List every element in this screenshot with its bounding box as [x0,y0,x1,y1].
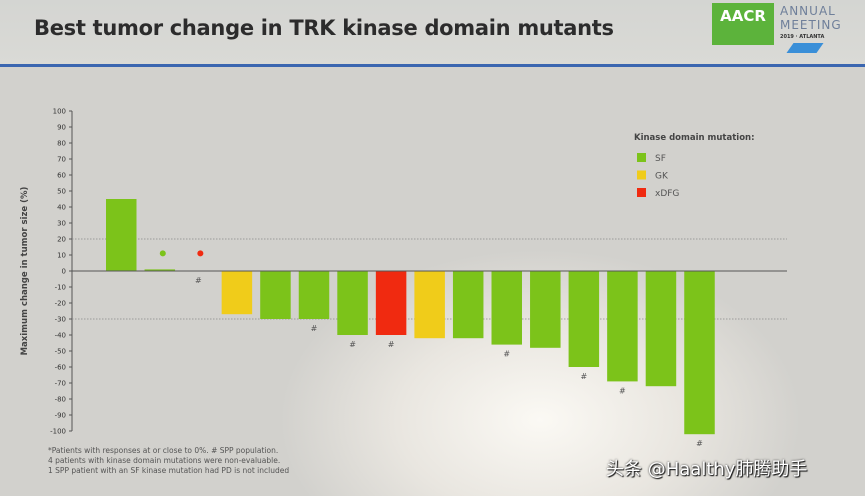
y-tick-label: 70 [57,156,66,164]
bar-gk [221,271,253,315]
spp-marker: # [311,324,318,333]
footnote-1: *Patients with responses at or close to … [48,446,279,455]
y-tick-label: 100 [53,108,66,116]
asterisk-marker [197,250,204,257]
y-axis-label: Maximum change in tumor size (%) [20,186,30,355]
bar-sf [568,271,600,367]
watermark: 头条 @Haalthy肺腾助手 [606,459,808,480]
spp-marker: # [696,439,703,448]
bar-sf [491,271,522,345]
legend-swatch-xdfg [637,188,646,197]
y-tick-label: 80 [57,140,66,148]
bar-sf [298,271,330,319]
y-tick-label: -20 [55,300,66,308]
bar-xdfg [375,271,407,335]
footnote-2: 4 patients with kinase domain mutations … [48,456,281,465]
bar-sf [260,271,291,319]
y-tick-label: 50 [57,188,66,196]
y-tick-label: -70 [55,380,66,388]
y-tick-label: -40 [55,332,66,340]
y-tick-label: -50 [55,348,66,356]
y-tick-label: -100 [50,428,66,436]
spp-marker: # [195,276,202,285]
bar-sf [144,269,176,271]
spp-marker: # [388,340,395,349]
y-tick-label: 20 [57,236,66,244]
asterisk-marker [159,250,166,257]
footnotes: *Patients with responses at or close to … [48,446,289,476]
bar-sf [684,271,715,435]
spp-marker: # [349,340,356,349]
y-tick-label: 0 [62,268,66,276]
title-divider [0,64,865,67]
y-tick-label: 90 [57,124,66,132]
legend-title: Kinase domain mutation: [634,133,755,143]
y-tick-label: -30 [55,316,66,324]
legend-swatch-gk [637,170,646,180]
bar-sf [530,271,561,348]
y-tick-label: 40 [57,204,66,212]
y-tick-label: -90 [55,412,66,420]
legend-swatch-sf [637,153,646,162]
bar-sf [106,199,137,271]
y-tick-label: -60 [55,364,66,372]
bar-sf [452,271,484,339]
slide-title: Best tumor change in TRK kinase domain m… [34,16,614,40]
y-tick-label: -10 [55,284,66,292]
logo-location: 2019 · ATLANTA [780,34,825,40]
aacr-logo: AACR ANNUAL MEETING 2019 · ATLANTA [712,3,862,53]
logo-brand: AACR [712,3,774,45]
bar-sf [337,271,368,335]
legend-label-xdfg: xDFG [655,189,679,199]
bar-gk [414,271,445,339]
y-tick-label: 10 [57,252,66,260]
y-tick-label: 30 [57,220,66,228]
spp-marker: # [580,372,587,381]
logo-annual: ANNUAL [780,4,836,18]
bar-sf [645,271,677,387]
spp-marker: # [503,350,510,359]
y-tick-label: -80 [55,396,66,404]
bar-sf [607,271,638,382]
y-tick-label: 60 [57,172,66,180]
spp-marker: # [619,386,626,395]
legend-label-sf: SF [655,154,666,164]
legend-label-gk: GK [655,172,669,182]
footnote-3: 1 SPP patient with an SF kinase mutation… [48,466,290,475]
logo-meeting: MEETING [780,18,842,32]
